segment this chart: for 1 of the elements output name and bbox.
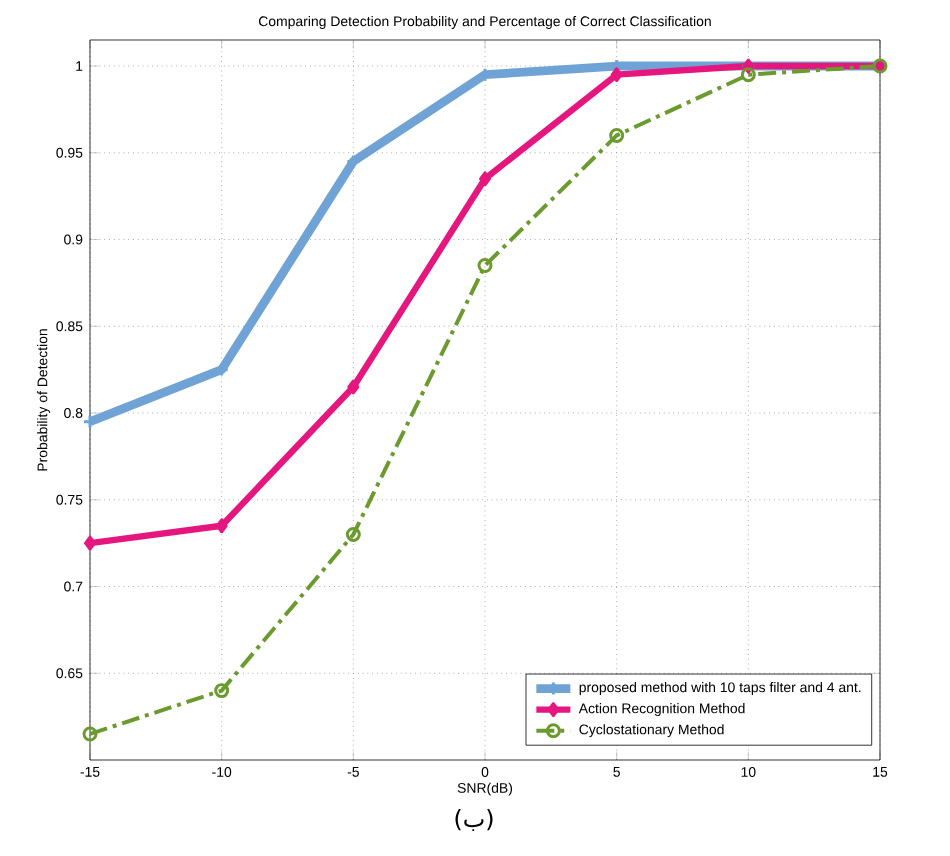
text: (ب) (455, 808, 493, 832)
